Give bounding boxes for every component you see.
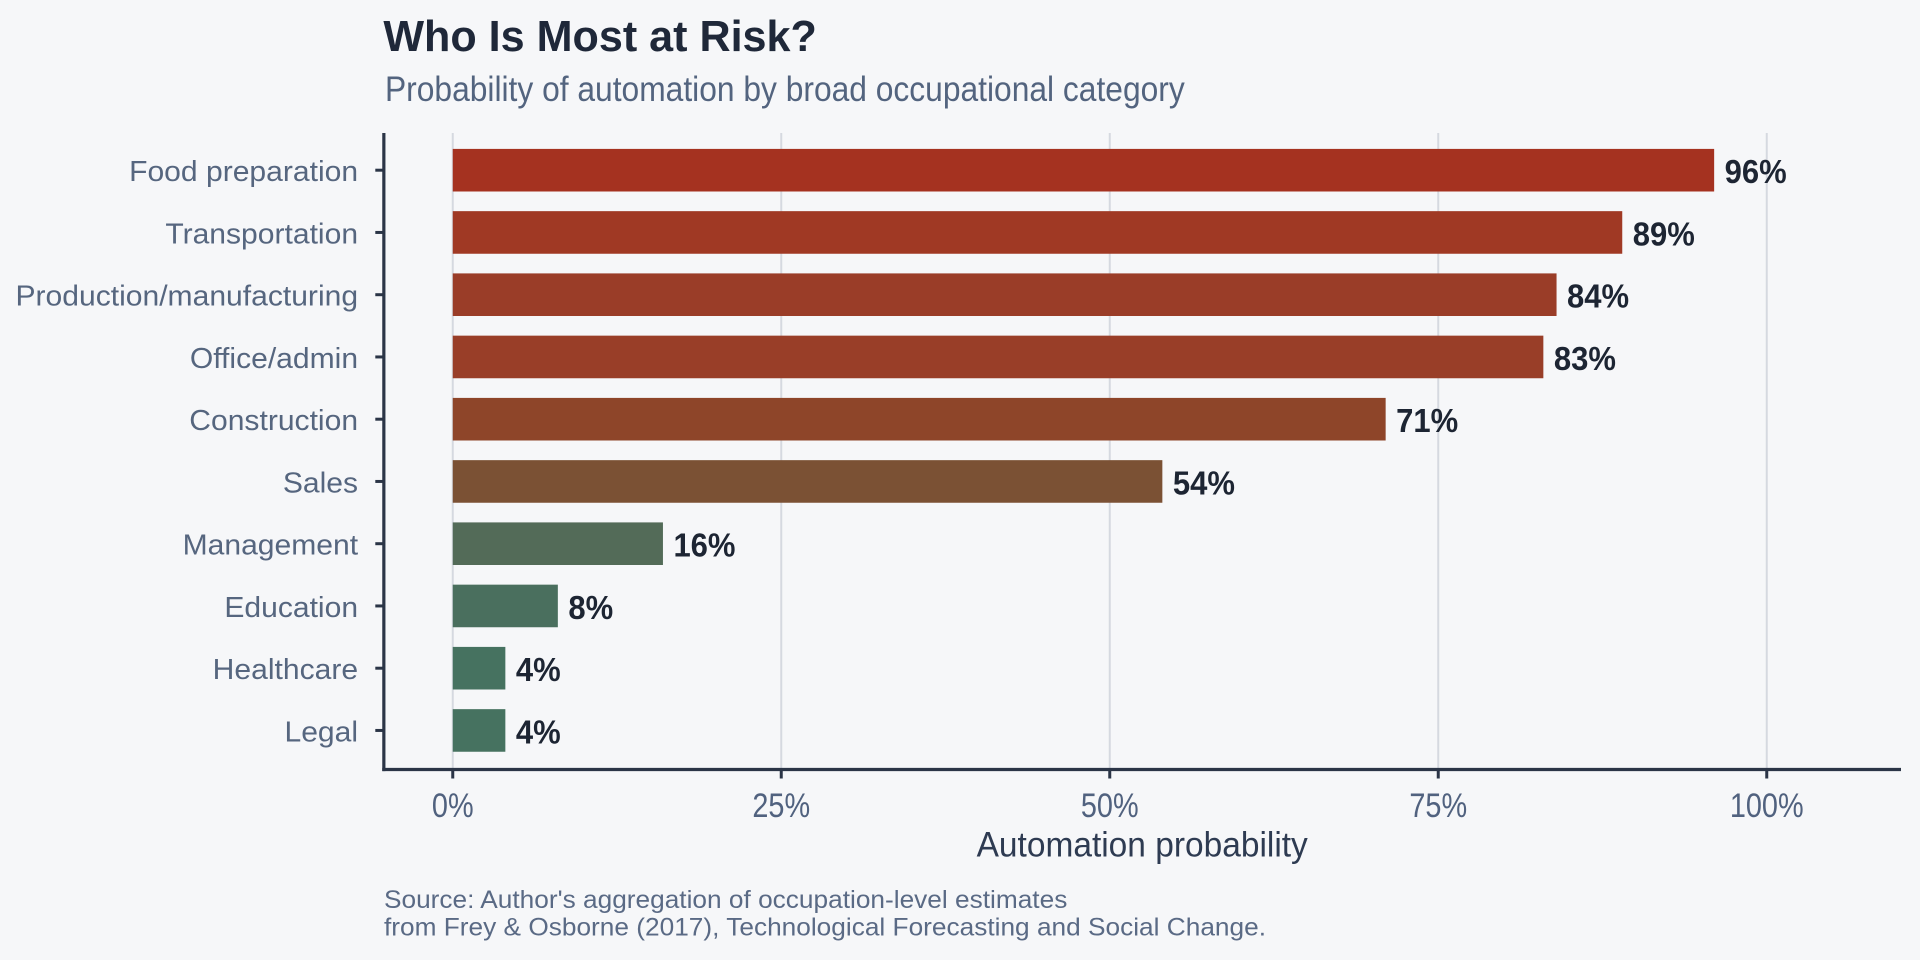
svg-text:from Frey & Osborne (2017), Te: from Frey & Osborne (2017), Technologica…	[384, 914, 1266, 941]
svg-text:Office/admin: Office/admin	[190, 342, 358, 374]
svg-text:50%: 50%	[1081, 786, 1139, 825]
svg-text:Education: Education	[224, 591, 358, 623]
svg-text:84%: 84%	[1567, 278, 1629, 315]
svg-text:0%: 0%	[432, 786, 474, 825]
svg-text:Probability of automation by b: Probability of automation by broad occup…	[385, 71, 1185, 110]
svg-text:Automation probability: Automation probability	[977, 826, 1309, 865]
svg-text:8%: 8%	[568, 589, 613, 626]
svg-text:96%: 96%	[1725, 153, 1787, 190]
svg-text:4%: 4%	[516, 651, 561, 688]
svg-text:4%: 4%	[516, 714, 561, 751]
svg-text:100%: 100%	[1730, 786, 1804, 825]
svg-text:Production/manufacturing: Production/manufacturing	[15, 280, 358, 312]
svg-text:54%: 54%	[1173, 465, 1235, 502]
svg-text:75%: 75%	[1409, 786, 1467, 825]
svg-text:Healthcare: Healthcare	[213, 654, 358, 686]
svg-text:Legal: Legal	[285, 716, 359, 748]
svg-text:83%: 83%	[1554, 340, 1616, 377]
svg-text:Who Is Most at Risk?: Who Is Most at Risk?	[383, 12, 816, 60]
svg-text:25%: 25%	[752, 786, 810, 825]
svg-text:Source: Author's aggregation o: Source: Author's aggregation of occupati…	[384, 887, 1067, 914]
svg-text:Transportation: Transportation	[165, 218, 358, 250]
svg-text:71%: 71%	[1396, 402, 1458, 439]
svg-text:16%: 16%	[673, 527, 735, 564]
svg-text:Management: Management	[183, 529, 358, 561]
svg-text:Sales: Sales	[283, 467, 358, 499]
svg-text:Food preparation: Food preparation	[129, 156, 358, 188]
svg-text:Construction: Construction	[189, 405, 358, 437]
svg-text:89%: 89%	[1633, 216, 1695, 253]
